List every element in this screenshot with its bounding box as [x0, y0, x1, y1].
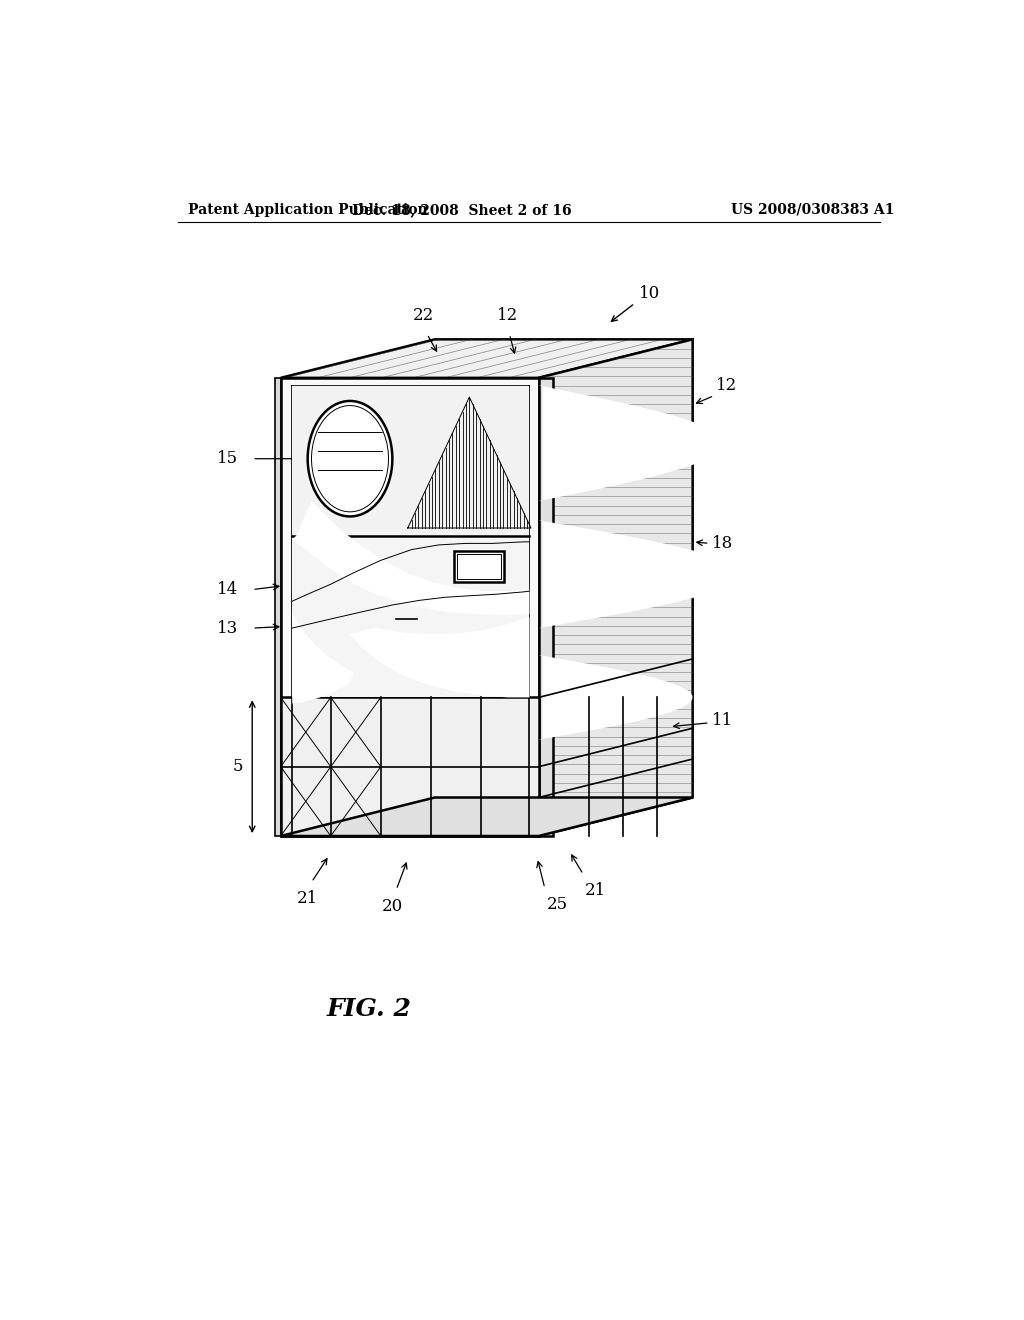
Bar	[457, 554, 501, 578]
Bar	[454, 552, 504, 582]
Polygon shape	[539, 520, 738, 628]
Polygon shape	[281, 378, 539, 836]
Polygon shape	[292, 536, 529, 697]
Polygon shape	[539, 339, 692, 836]
Text: Patent Application Publication: Patent Application Publication	[188, 203, 428, 216]
Polygon shape	[539, 378, 553, 836]
Polygon shape	[281, 339, 692, 378]
Polygon shape	[292, 502, 529, 615]
Text: Dec. 18, 2008  Sheet 2 of 16: Dec. 18, 2008 Sheet 2 of 16	[352, 203, 571, 216]
Text: 21: 21	[297, 890, 318, 907]
Bar	[274, 378, 281, 836]
Text: 22: 22	[413, 308, 434, 323]
Text: 21: 21	[585, 882, 606, 899]
Polygon shape	[350, 618, 529, 697]
Text: 12: 12	[716, 378, 737, 395]
Text: FIG. 2: FIG. 2	[327, 997, 412, 1022]
Text: 13: 13	[217, 619, 239, 636]
Text: 11: 11	[712, 711, 733, 729]
Text: 25: 25	[547, 896, 567, 913]
Polygon shape	[281, 797, 692, 836]
Polygon shape	[281, 697, 539, 836]
Polygon shape	[292, 385, 529, 536]
Polygon shape	[539, 655, 692, 739]
Text: 12: 12	[393, 603, 419, 622]
Text: 14: 14	[217, 581, 239, 598]
Text: 20: 20	[382, 898, 403, 915]
Ellipse shape	[307, 401, 392, 516]
Polygon shape	[292, 612, 354, 704]
Text: 5: 5	[232, 758, 243, 775]
Text: 15: 15	[217, 450, 239, 467]
Polygon shape	[539, 385, 723, 502]
Text: US 2008/0308383 A1: US 2008/0308383 A1	[731, 203, 895, 216]
Text: 18: 18	[712, 535, 733, 552]
Text: 12: 12	[498, 308, 518, 323]
Text: 10: 10	[639, 285, 660, 302]
